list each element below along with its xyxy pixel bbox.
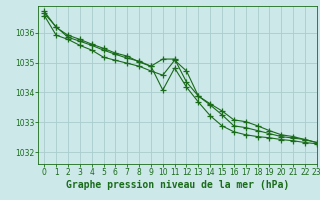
X-axis label: Graphe pression niveau de la mer (hPa): Graphe pression niveau de la mer (hPa) bbox=[66, 180, 289, 190]
